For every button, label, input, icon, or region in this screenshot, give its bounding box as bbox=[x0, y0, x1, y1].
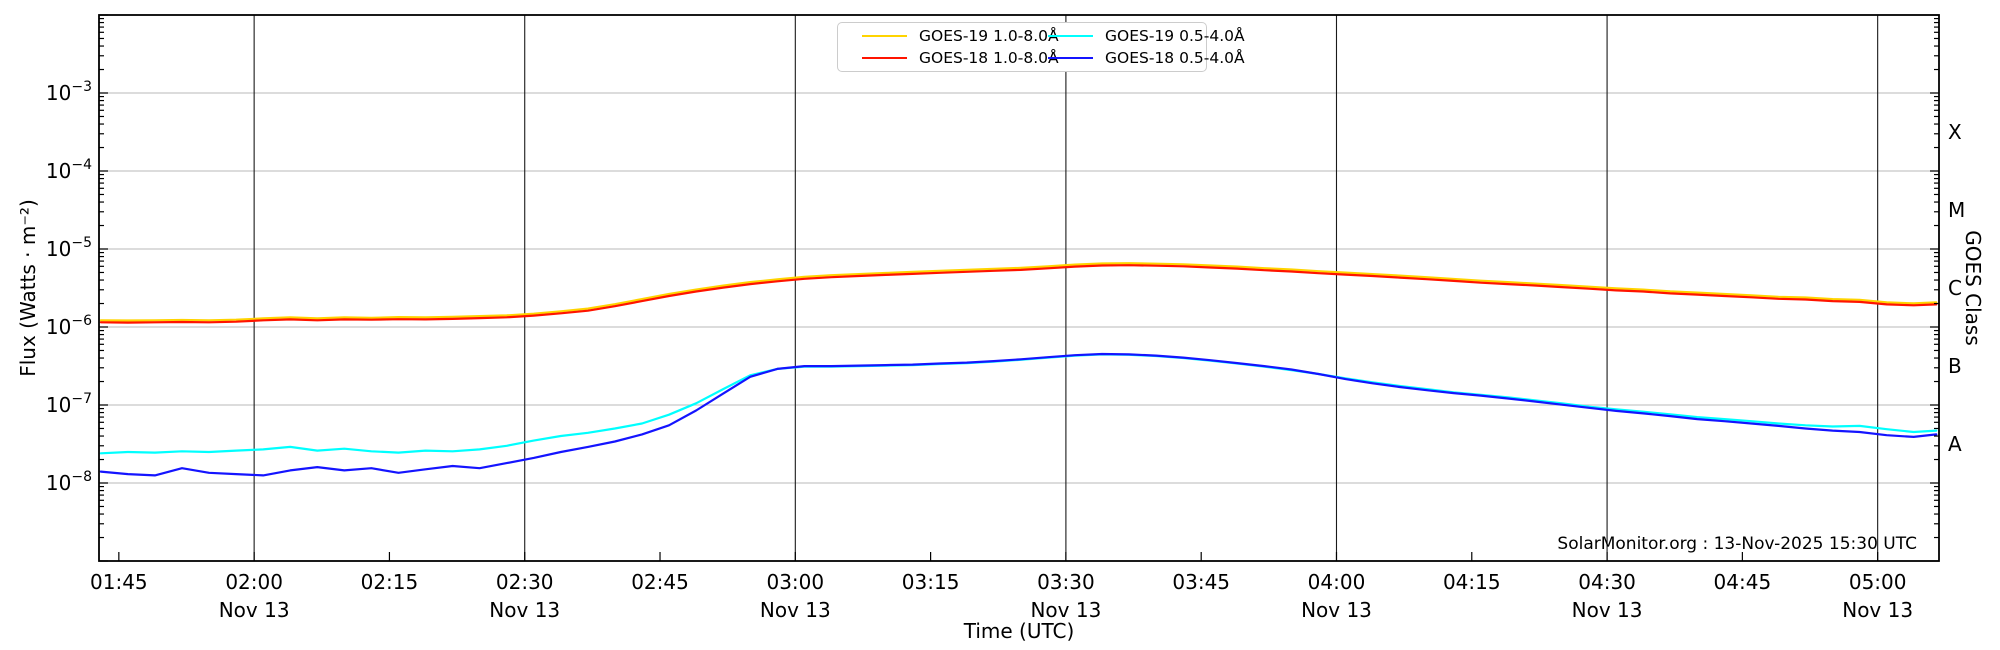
svg-text:03:15: 03:15 bbox=[902, 570, 960, 594]
svg-text:Nov 13: Nov 13 bbox=[489, 598, 560, 622]
svg-text:04:00: 04:00 bbox=[1308, 570, 1366, 594]
axis-ticks bbox=[99, 14, 1939, 562]
legend: GOES-19 1.0-8.0Å GOES-18 1.0-8.0Å GOES-19 … bbox=[837, 22, 1245, 72]
svg-text:04:15: 04:15 bbox=[1443, 570, 1501, 594]
legend-item-goes-18-long: GOES-18 1.0-8.0Å bbox=[862, 49, 1059, 67]
svg-text:Nov 13: Nov 13 bbox=[1301, 598, 1372, 622]
svg-text:C: C bbox=[1948, 276, 1962, 300]
legend-swatch-goes-18-long bbox=[862, 57, 907, 59]
svg-text:Nov 13: Nov 13 bbox=[1572, 598, 1643, 622]
svg-text:10−8: 10−8 bbox=[46, 469, 92, 495]
y-gridlines bbox=[99, 92, 1939, 484]
svg-text:02:15: 02:15 bbox=[361, 570, 419, 594]
svg-text:10−3: 10−3 bbox=[46, 79, 92, 105]
legend-label-goes-18-short: GOES-18 0.5-4.0Å bbox=[1105, 49, 1245, 67]
legend-item-goes-18-short: GOES-18 0.5-4.0Å bbox=[1048, 49, 1245, 67]
x-axis-title: Time (UTC) bbox=[963, 619, 1075, 643]
svg-text:X: X bbox=[1948, 120, 1962, 144]
legend-swatch-goes-19-short bbox=[1048, 35, 1093, 37]
attribution-text: SolarMonitor.org : 13-Nov-2025 15:30 UTC bbox=[1557, 534, 1917, 554]
svg-text:Nov 13: Nov 13 bbox=[1842, 598, 1913, 622]
svg-text:01:45: 01:45 bbox=[90, 570, 148, 594]
svg-text:A: A bbox=[1948, 432, 1962, 456]
svg-text:03:00: 03:00 bbox=[766, 570, 824, 594]
series-goes-18-long bbox=[99, 264, 1938, 324]
legend-label-goes-19-short: GOES-19 0.5-4.0Å bbox=[1105, 27, 1245, 45]
series-goes-18-short bbox=[99, 352, 1938, 477]
svg-text:02:30: 02:30 bbox=[496, 570, 554, 594]
legend-swatch-goes-18-short bbox=[1048, 57, 1093, 59]
svg-text:10−6: 10−6 bbox=[46, 313, 92, 339]
legend-label-goes-18-long: GOES-18 1.0-8.0Å bbox=[919, 49, 1059, 67]
svg-text:M: M bbox=[1948, 198, 1965, 222]
svg-text:B: B bbox=[1948, 354, 1962, 378]
plot-border bbox=[98, 14, 1940, 562]
svg-text:02:00: 02:00 bbox=[225, 570, 283, 594]
svg-text:03:30: 03:30 bbox=[1037, 570, 1095, 594]
svg-text:04:30: 04:30 bbox=[1578, 570, 1636, 594]
svg-text:04:45: 04:45 bbox=[1714, 570, 1772, 594]
svg-text:02:45: 02:45 bbox=[631, 570, 689, 594]
x-tick-labels: 01:45 02:00 Nov 13 02:15 02:30 Nov 13 02:45 03:… bbox=[90, 570, 1913, 622]
svg-text:10−7: 10−7 bbox=[46, 391, 92, 417]
svg-text:05:00: 05:00 bbox=[1849, 570, 1907, 594]
legend-item-goes-19-long: GOES-19 1.0-8.0Å bbox=[862, 27, 1059, 45]
svg-text:10−4: 10−4 bbox=[46, 157, 92, 183]
svg-text:10−5: 10−5 bbox=[46, 235, 92, 261]
legend-label-goes-19-long: GOES-19 1.0-8.0Å bbox=[919, 27, 1059, 45]
series-goes-19-long bbox=[99, 262, 1938, 322]
svg-text:Nov 13: Nov 13 bbox=[219, 598, 290, 622]
svg-text:Nov 13: Nov 13 bbox=[760, 598, 831, 622]
series-goes-19-short bbox=[99, 353, 1938, 455]
legend-swatch-goes-19-long bbox=[862, 35, 907, 37]
x-gridlines bbox=[253, 15, 1879, 561]
legend-item-goes-19-short: GOES-19 0.5-4.0Å bbox=[1048, 27, 1245, 45]
y-axis-title: Flux (Watts · m⁻²) bbox=[16, 199, 40, 377]
svg-text:03:45: 03:45 bbox=[1172, 570, 1230, 594]
y-tick-labels: 10−3 10−4 10−5 10−6 10−7 10−8 bbox=[46, 79, 92, 495]
svg-text:Nov 13: Nov 13 bbox=[1030, 598, 1101, 622]
right-axis-title: GOES Class bbox=[1961, 230, 1985, 346]
goes-class-labels: X M C B A bbox=[1948, 120, 1965, 456]
